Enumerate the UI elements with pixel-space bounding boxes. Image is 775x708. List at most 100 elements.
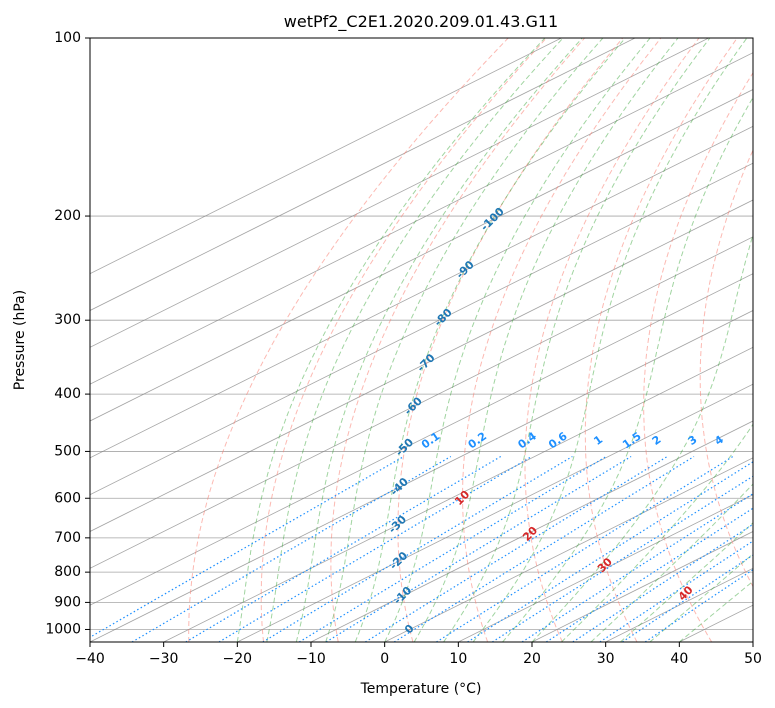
mixing-ratio-line [90, 455, 405, 638]
isotherm-line [90, 199, 753, 532]
mixing-ratio-label: 1.5 [620, 430, 643, 452]
y-tick-label: 1000 [45, 621, 81, 637]
isotherm-line [90, 89, 753, 422]
moist-adiabat-line [384, 38, 651, 642]
y-tick-label: 100 [54, 30, 81, 46]
isotherm-label: -90 [454, 258, 477, 281]
mixing-ratio-label: 0.6 [546, 429, 570, 451]
background-lines [90, 38, 775, 642]
moist-adiabat-line [443, 38, 711, 642]
mixing-ratio-line [298, 455, 607, 642]
isotherm-line [90, 38, 709, 348]
mixing-ratio-line [262, 455, 573, 642]
y-tick-label: 500 [54, 443, 81, 459]
isotherm-label: -20 [387, 549, 410, 572]
x-tick-label: −10 [296, 651, 326, 667]
mixing-ratio-label: 6 [751, 433, 765, 448]
y-tick-label: 400 [54, 386, 81, 402]
isotherm-line [90, 52, 753, 385]
isotherm-label: -60 [402, 394, 425, 417]
isotherm-line [90, 38, 562, 275]
background-line-labels: 0.10.20.40.611.52346810131620253036-100-… [386, 205, 765, 637]
moist-adiabat-line [354, 38, 626, 642]
mixing-ratio-label: 3 [686, 433, 700, 448]
x-tick-label: 10 [449, 651, 467, 667]
dry-adiabat-label: 10 [452, 488, 472, 508]
isotherm-line [531, 531, 753, 642]
isotherm-label: -70 [414, 351, 437, 374]
isotherm-line [458, 494, 753, 642]
isotherm-label: -50 [393, 435, 416, 458]
moist-adiabat-line [620, 522, 753, 642]
moist-adiabat-line [413, 38, 679, 642]
mixing-ratio-line [185, 455, 502, 642]
mixing-ratio-line [436, 455, 734, 642]
mixing-ratio-line [521, 493, 753, 642]
y-tick-label: 600 [54, 490, 81, 506]
mixing-ratio-line [467, 461, 753, 642]
isotherm-label: -100 [478, 205, 507, 234]
y-axis-label: Pressure (hPa) [12, 290, 28, 390]
dry-adiabat-line [584, 38, 738, 642]
isotherm-line [90, 162, 753, 496]
x-tick-label: 40 [670, 651, 688, 667]
x-tick-label: 20 [523, 651, 541, 667]
moist-adiabat-line [678, 580, 753, 642]
isotherm-line [605, 567, 753, 642]
isotherm-line [384, 457, 753, 642]
moist-adiabat-line [295, 38, 583, 642]
y-tick-label: 900 [54, 594, 81, 610]
dry-adiabat-line [699, 149, 753, 588]
mixing-ratio-line [325, 455, 632, 642]
mixing-ratio-line [364, 455, 668, 642]
x-tick-label: 30 [597, 651, 615, 667]
y-tick-label: 200 [54, 208, 81, 224]
isotherm-line [90, 273, 753, 606]
mixing-ratio-line [491, 475, 753, 642]
mixing-ratio-line [622, 554, 753, 642]
dry-adiabat-line [397, 38, 624, 642]
mixing-ratio-label: 1 [591, 433, 605, 448]
x-tick-label: 50 [744, 651, 762, 667]
isotherm-line [163, 346, 753, 642]
x-tick-label: −20 [223, 651, 253, 667]
isotherm-line [90, 125, 753, 459]
isotherm-line [237, 383, 753, 642]
dry-adiabat-line [260, 38, 547, 642]
moist-adiabat-line [266, 38, 564, 642]
mixing-ratio-line [644, 568, 753, 642]
dry-adiabat-line [188, 38, 509, 642]
dry-adiabat-label: 20 [520, 524, 540, 544]
y-tick-label: 700 [54, 530, 81, 546]
y-tick-label: 800 [54, 564, 81, 580]
axes: −40 −30 −20 −10 0 10 20 30 40 5010020030040050060… [45, 30, 762, 667]
x-axis-label: Temperature (°C) [360, 681, 482, 697]
x-tick-label: −30 [149, 651, 179, 667]
moist-adiabat-line [590, 483, 753, 642]
moist-adiabat-line [472, 38, 748, 642]
mixing-ratio-label: 0.2 [466, 430, 489, 452]
moist-adiabat-line [561, 423, 753, 642]
moist-adiabat-line [531, 232, 753, 642]
moist-adiabat-line [236, 38, 546, 642]
isotherm-line [752, 641, 753, 642]
moist-adiabat-line [649, 553, 753, 642]
dry-adiabat-label: 40 [676, 583, 696, 603]
isotherm-line [90, 236, 753, 569]
mixing-ratio-line [393, 455, 695, 642]
isotherm-label: -40 [388, 475, 411, 498]
dry-adiabat-line [755, 38, 775, 642]
isotherm-label: -80 [432, 306, 455, 329]
mixing-ratio-label: 2 [650, 433, 664, 448]
moist-adiabat-line [325, 38, 604, 642]
isotherm-line [90, 310, 753, 642]
isotherm-label: -10 [391, 584, 414, 607]
dry-adiabat-line [462, 38, 662, 642]
dry-adiabat-line [643, 71, 753, 642]
x-tick-label: 0 [380, 651, 389, 667]
isotherm-line [310, 420, 753, 642]
plot-frame [89, 37, 754, 643]
dry-adiabat-line [524, 38, 700, 642]
isotherm-line [90, 38, 636, 311]
